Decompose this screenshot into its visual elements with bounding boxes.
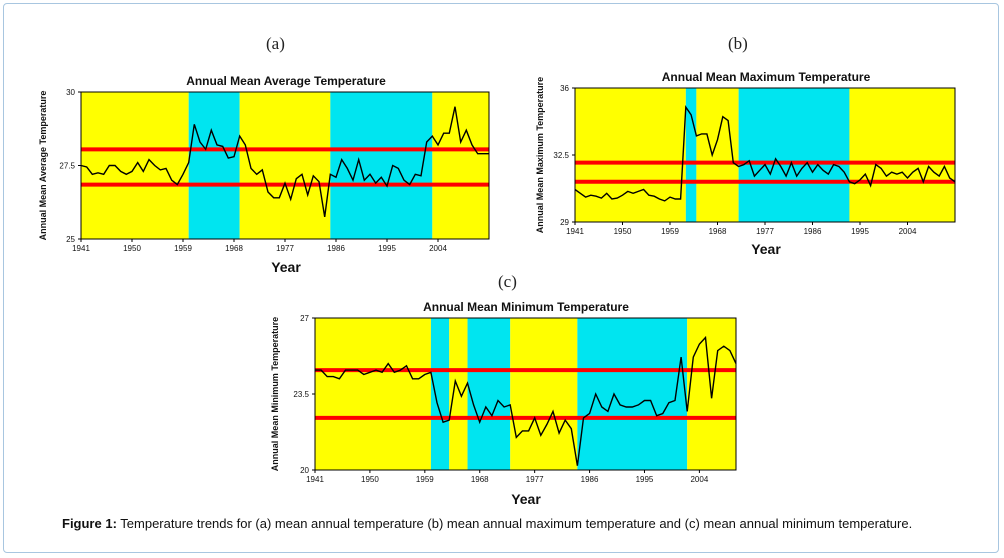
band-cyan: [430, 318, 450, 470]
band-yellow: [239, 92, 331, 239]
band-yellow: [81, 92, 189, 239]
y-tick-label: 27.5: [59, 162, 75, 171]
chart-title: Annual Mean Average Temperature: [186, 74, 386, 88]
x-tick-label: 1959: [174, 244, 192, 253]
caption-text: Temperature trends for (a) mean annual t…: [116, 516, 913, 531]
band-cyan: [685, 88, 697, 222]
x-tick-label: 1986: [327, 244, 345, 253]
band-cyan: [188, 92, 240, 239]
x-tick-label: 1977: [276, 244, 294, 253]
x-tick-label: 2004: [690, 475, 708, 484]
band-yellow: [849, 88, 955, 222]
band-yellow: [315, 318, 431, 470]
band-cyan: [467, 318, 511, 470]
x-tick-label: 1941: [72, 244, 90, 253]
chart-title: Annual Mean Maximum Temperature: [662, 70, 871, 84]
x-tick-label: 1941: [566, 227, 584, 236]
chart-panel-2: Annual Mean Minimum Temperature Year Annua…: [270, 300, 737, 507]
band-yellow: [432, 92, 489, 239]
chart-title: Annual Mean Minimum Temperature: [423, 300, 629, 314]
series-line: [80, 106, 489, 218]
x-axis-label: Year: [751, 241, 781, 257]
x-tick-label: 1977: [756, 227, 774, 236]
y-tick-label: 30: [66, 88, 75, 97]
x-tick-label: 1986: [804, 227, 822, 236]
x-tick-label: 1959: [416, 475, 434, 484]
y-tick-label: 20: [300, 466, 309, 475]
panel-label-a: (a): [266, 34, 285, 53]
y-axis-label: Annual Mean Average Temperature: [38, 91, 48, 241]
x-tick-label: 1968: [225, 244, 243, 253]
x-tick-label: 1977: [526, 475, 544, 484]
x-tick-label: 1950: [614, 227, 632, 236]
band-yellow: [575, 88, 686, 222]
x-tick-label: 1995: [636, 475, 654, 484]
figure-frame: [3, 3, 999, 553]
panel-label-b: (b): [728, 34, 748, 53]
series-line: [315, 335, 737, 466]
y-tick-label: 25: [66, 235, 75, 244]
y-tick-label: 23.5: [293, 390, 309, 399]
y-tick-label: 32.5: [553, 151, 569, 160]
x-tick-label: 1950: [361, 475, 379, 484]
band-yellow: [510, 318, 578, 470]
band-yellow: [696, 88, 739, 222]
x-tick-label: 1959: [661, 227, 679, 236]
x-tick-label: 2004: [429, 244, 447, 253]
x-axis-label: Year: [271, 259, 301, 275]
series-line: [574, 105, 956, 202]
chart-panel-0: Annual Mean Average Temperature Year Annua…: [38, 74, 490, 275]
y-tick-label: 29: [560, 218, 569, 227]
band-cyan: [330, 92, 433, 239]
x-tick-label: 1968: [471, 475, 489, 484]
y-tick-label: 27: [300, 314, 309, 323]
panel-label-c: (c): [498, 272, 517, 291]
figure-caption: Figure 1: Temperature trends for (a) mea…: [62, 516, 912, 531]
y-tick-label: 36: [560, 84, 569, 93]
x-tick-label: 1995: [851, 227, 869, 236]
y-axis-label: Annual Mean Minimum Temperature: [270, 317, 280, 471]
x-axis-label: Year: [511, 491, 541, 507]
x-tick-label: 1941: [306, 475, 324, 484]
y-axis-label: Annual Mean Maximum Temperature: [535, 77, 545, 233]
chart-panel-1: Annual Mean Maximum Temperature Year Annua…: [535, 70, 956, 257]
band-yellow: [449, 318, 468, 470]
x-tick-label: 2004: [899, 227, 917, 236]
x-tick-label: 1968: [709, 227, 727, 236]
band-cyan: [577, 318, 688, 470]
x-tick-label: 1950: [123, 244, 141, 253]
x-tick-label: 1995: [378, 244, 396, 253]
x-tick-label: 1986: [581, 475, 599, 484]
band-cyan: [738, 88, 850, 222]
caption-prefix: Figure 1:: [62, 516, 117, 531]
